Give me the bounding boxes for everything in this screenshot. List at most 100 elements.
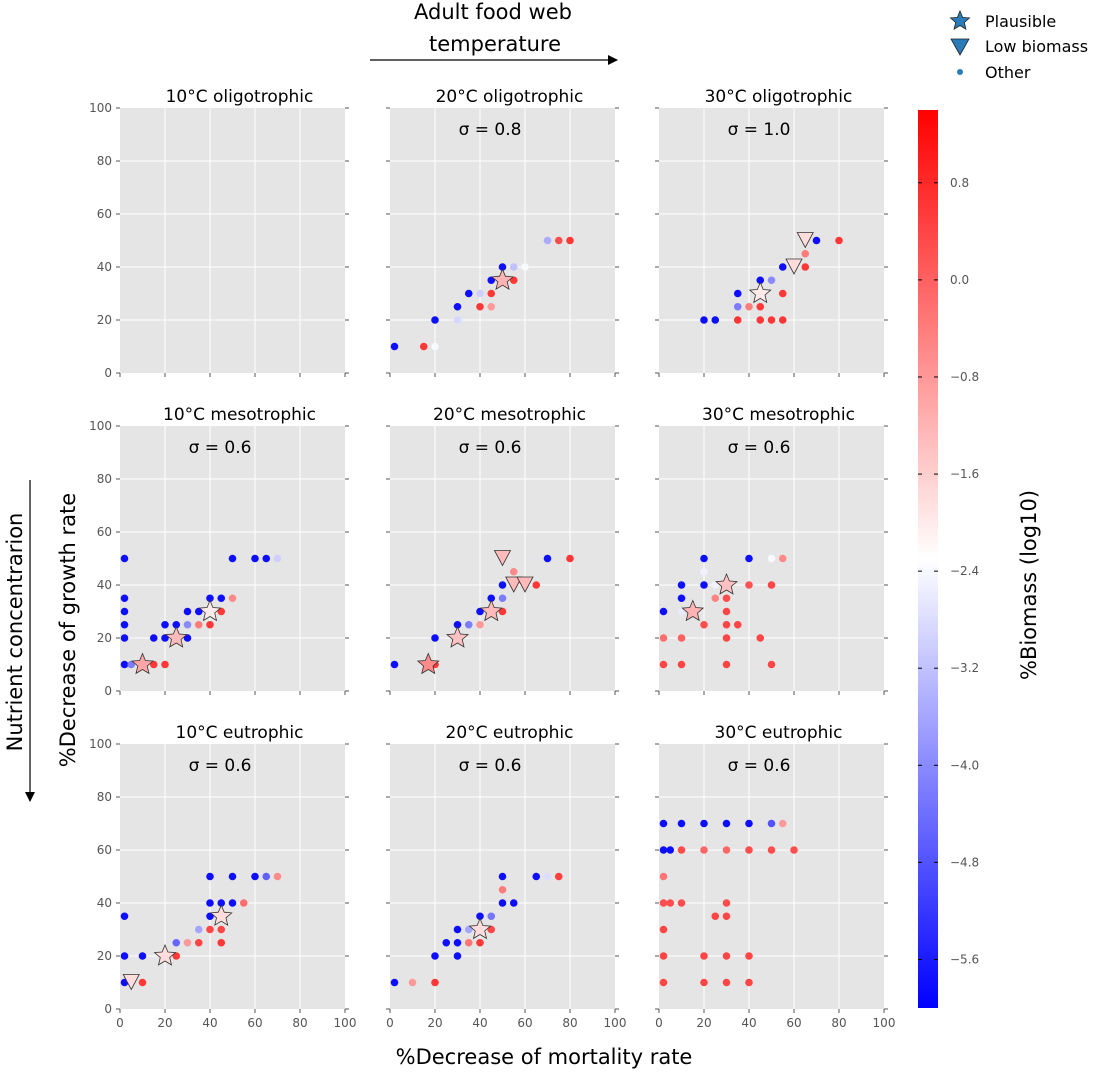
panel-5: 20°C mesotrophic σ = 0.6 <box>386 405 619 695</box>
data-point <box>217 899 226 907</box>
colorbar: 0.8 0.0 −0.8 −1.6 −2.4 −3.2 −4.0 −4.8 −5.6 %Biom… <box>918 110 1041 1008</box>
x-tick-label: 60 <box>786 1016 801 1030</box>
x-tick-label: 80 <box>831 1016 846 1030</box>
data-point <box>217 594 226 603</box>
data-point <box>722 660 731 669</box>
data-point <box>700 952 708 960</box>
data-point <box>722 819 731 828</box>
y-tick-label: 40 <box>97 260 112 274</box>
panel-4: 0 20 40 60 80 100 10°C mesotrophic σ = 0.6 <box>89 405 349 698</box>
colorbar-tick-label: −4.0 <box>950 758 979 772</box>
data-point <box>666 846 675 854</box>
data-point <box>120 594 129 603</box>
panel-background <box>390 108 615 373</box>
data-point <box>464 925 473 934</box>
data-point <box>801 263 810 271</box>
plausible-star-marker <box>468 917 492 940</box>
header-title-line2: temperature <box>429 32 561 56</box>
data-point <box>554 872 563 881</box>
data-point <box>722 846 731 854</box>
y-tick-label: 0 <box>104 1002 112 1016</box>
x-tick-label: 0 <box>655 1016 663 1030</box>
x-tick-label: 0 <box>116 1016 124 1030</box>
data-point <box>390 660 399 669</box>
data-point <box>217 607 226 616</box>
panel-9: 0 20 40 60 80 100 30°C eutrophic σ = 0.6 <box>655 723 895 1030</box>
legend-star-icon <box>949 9 971 30</box>
plausible-star-marker <box>130 652 155 675</box>
data-point <box>431 342 439 351</box>
data-point <box>659 846 668 854</box>
data-point <box>206 872 214 881</box>
data-point <box>756 302 765 311</box>
x-tick-label: 100 <box>334 1016 357 1030</box>
data-point <box>161 620 169 629</box>
x-axis-label: %Decrease of mortality rate <box>396 1045 693 1069</box>
data-point <box>228 594 237 603</box>
panel-background <box>659 744 884 1009</box>
data-point <box>172 620 181 629</box>
panels: 0 20 40 60 80 100 10°C oligotrophic 20°C oligot… <box>89 87 895 1030</box>
data-point <box>194 607 203 616</box>
data-point <box>711 581 720 589</box>
data-point <box>700 978 708 987</box>
data-point <box>790 846 798 854</box>
data-point <box>745 978 753 987</box>
data-point <box>722 634 731 642</box>
data-point <box>509 263 518 271</box>
panel-title: 30°C mesotrophic <box>702 405 855 425</box>
panel-title: 20°C mesotrophic <box>433 405 586 425</box>
data-point <box>476 289 484 298</box>
data-point <box>498 263 507 271</box>
y-tick-label: 0 <box>104 684 112 698</box>
data-point <box>487 912 496 921</box>
y-tick-label: 40 <box>97 578 112 592</box>
panel-title: 10°C eutrophic <box>176 723 304 743</box>
data-point <box>566 554 574 563</box>
panel-sigma: σ = 0.6 <box>459 756 522 776</box>
colorbar-tick-label: −3.2 <box>950 661 979 675</box>
colorbar-ticks: 0.8 0.0 −0.8 −1.6 −2.4 −3.2 −4.0 −4.8 −5.6 <box>918 176 979 966</box>
data-point <box>677 819 686 828</box>
plausible-star-marker <box>153 943 177 966</box>
data-point <box>700 846 708 854</box>
panel-title: 10°C mesotrophic <box>163 405 316 425</box>
data-point <box>745 952 753 960</box>
data-point <box>767 846 776 854</box>
data-point <box>476 620 484 629</box>
data-point <box>659 899 668 907</box>
data-point <box>756 316 765 324</box>
data-point <box>262 872 271 881</box>
plausible-star-marker <box>198 599 222 622</box>
y-tick-label: 80 <box>97 790 112 804</box>
data-point <box>464 938 473 947</box>
y-axis-label: %Decrease of growth rate <box>56 493 80 767</box>
data-point <box>172 938 181 947</box>
data-point <box>453 620 462 629</box>
data-point <box>498 872 507 881</box>
data-point <box>767 276 776 285</box>
data-point <box>509 899 518 907</box>
data-point <box>722 607 731 616</box>
data-point <box>677 846 686 854</box>
data-point <box>120 607 129 616</box>
data-point <box>453 938 462 947</box>
panel-title: 30°C eutrophic <box>715 723 843 743</box>
data-point <box>476 607 484 616</box>
data-point <box>711 316 720 324</box>
data-point <box>228 554 237 563</box>
data-point <box>767 554 776 563</box>
plausible-star-marker <box>416 652 440 675</box>
data-point <box>149 660 158 669</box>
data-point <box>532 872 541 881</box>
data-point <box>778 554 787 563</box>
data-point <box>206 620 214 629</box>
data-point <box>700 554 708 563</box>
y-tick-label: 80 <box>97 472 112 486</box>
colorbar-tick-label: −0.8 <box>950 370 979 384</box>
y-tick-label: 40 <box>97 896 112 910</box>
x-tick-label: 20 <box>427 1016 442 1030</box>
x-tick-label: 40 <box>741 1016 756 1030</box>
data-point <box>464 289 473 298</box>
panel-background <box>659 108 884 373</box>
